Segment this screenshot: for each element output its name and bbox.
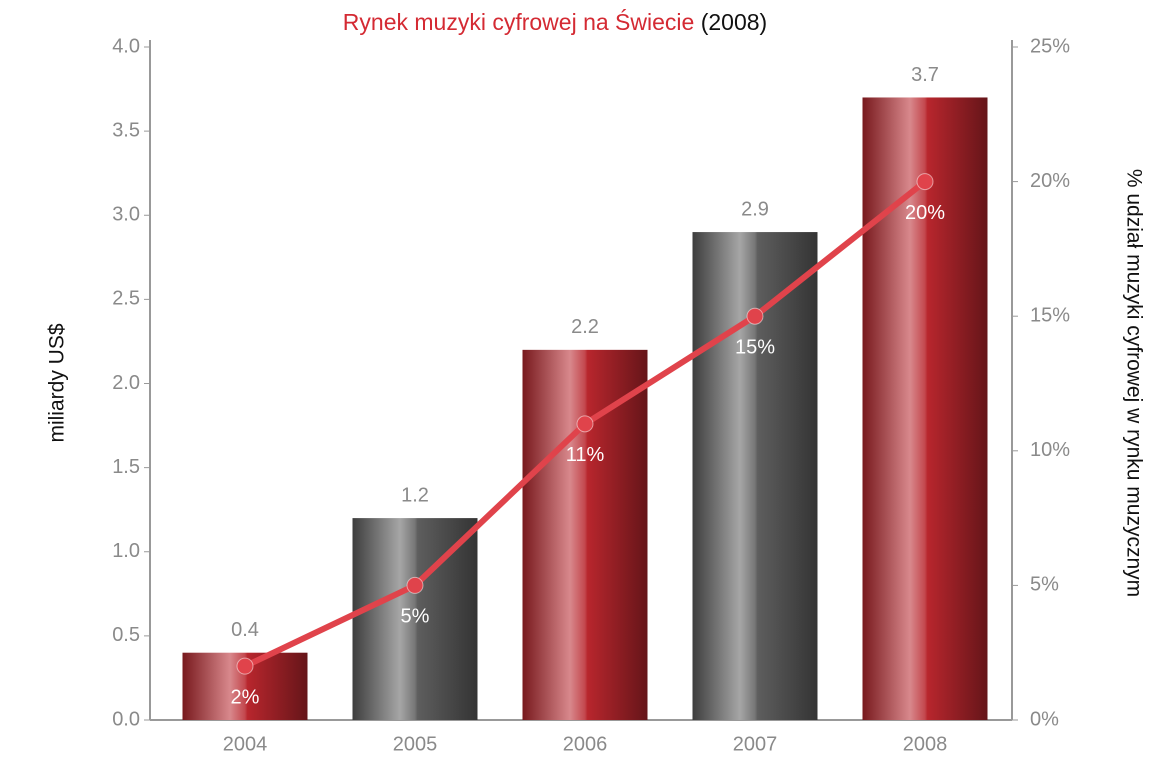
y-tick-label: 4.0 (112, 35, 140, 57)
bar (522, 349, 648, 720)
title: Rynek muzyki cyfrowej na Świecie (343, 8, 695, 35)
line-point (236, 657, 254, 675)
y2-tick-label: 15% (1030, 304, 1070, 326)
line-point (576, 415, 594, 433)
bar (352, 518, 478, 720)
bar-value-label: 2.9 (741, 198, 769, 220)
line-value-label: 5% (401, 606, 430, 628)
x-tick-label: 2007 (733, 733, 778, 755)
x-tick-label: 2008 (903, 733, 948, 755)
bar-value-label: 0.4 (231, 619, 259, 641)
bar-value-label: 1.2 (401, 484, 429, 506)
line-value-label: 15% (735, 336, 775, 358)
x-tick-label: 2006 (563, 733, 608, 755)
line-value-label: 2% (231, 686, 260, 708)
y2-tick-label: 20% (1030, 170, 1070, 192)
x-tick-label: 2005 (393, 733, 438, 755)
y2-tick-label: 25% (1030, 35, 1070, 57)
line-value-label: 20% (905, 202, 945, 224)
chart-title: Rynek muzyki cyfrowej na Świecie (2008) (343, 8, 767, 35)
y-tick-label: 1.0 (112, 540, 140, 562)
y2-tick-label: 10% (1030, 439, 1070, 461)
x-tick-label: 2004 (223, 733, 268, 755)
y-tick-label: 2.0 (112, 372, 140, 394)
subtitle: (2008) (701, 9, 767, 35)
line-point (916, 173, 934, 191)
y-tick-label: 2.5 (112, 288, 140, 310)
y-axis-label: miliardy US$ (46, 323, 69, 442)
line-point (746, 307, 764, 325)
bar (692, 232, 818, 720)
y-tick-label: 0.5 (112, 624, 140, 646)
y2-axis-label: % udział muzyki cyfrowej w rynku muzyczn… (1122, 169, 1145, 597)
y-tick-label: 1.5 (112, 456, 140, 478)
bar-value-label: 2.2 (571, 316, 599, 338)
line-value-label: 11% (566, 444, 605, 466)
line-point (406, 576, 424, 594)
y2-tick-label: 0% (1030, 708, 1059, 730)
bar (862, 97, 988, 721)
y-tick-label: 3.0 (112, 204, 140, 226)
bar-value-label: 3.7 (911, 64, 939, 86)
y2-tick-label: 5% (1030, 574, 1059, 596)
y-tick-label: 0.0 (112, 708, 140, 730)
y-tick-label: 3.5 (112, 119, 140, 141)
